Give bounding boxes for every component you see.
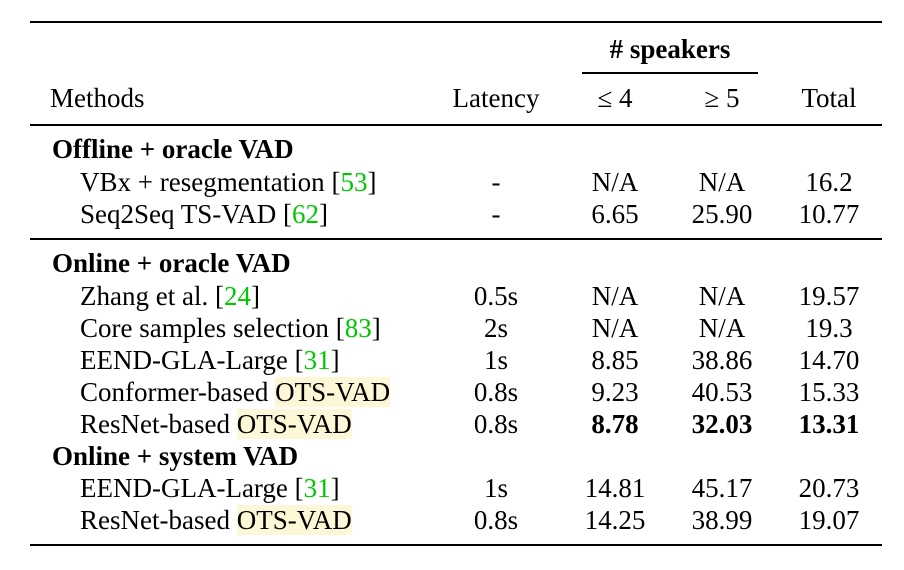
- ge5-cell: 45.17: [691, 473, 753, 503]
- method-name: Seq2Seq TS-VAD [62]: [80, 199, 329, 229]
- le4-cell: N/A: [591, 167, 639, 197]
- section-title: Offline + oracle VAD: [52, 134, 294, 164]
- speakers-group-rule: [582, 72, 758, 74]
- ge5-cell: 38.99: [691, 505, 753, 535]
- citation-link[interactable]: 53: [340, 167, 368, 197]
- section-rule: [30, 238, 882, 240]
- total-cell: 15.33: [798, 377, 860, 407]
- latency-cell: 0.8s: [473, 505, 519, 535]
- le4-cell: 14.25: [584, 505, 646, 535]
- latency-cell: 1s: [483, 345, 509, 375]
- ge5-cell: 40.53: [691, 377, 753, 407]
- method-name: ResNet-based OTS-VAD: [80, 505, 352, 535]
- method-name: EEND-GLA-Large [31]: [80, 345, 340, 375]
- section-title: Online + oracle VAD: [52, 248, 291, 278]
- latency-cell: -: [491, 167, 501, 197]
- ge5-cell-best: 32.03: [691, 409, 753, 439]
- le4-cell: 14.81: [584, 473, 646, 503]
- total-cell: 20.73: [798, 473, 860, 503]
- section-title: Online + system VAD: [52, 441, 299, 471]
- ots-vad-highlight: OTS-VAD: [275, 377, 391, 407]
- speakers-le4-header: ≤ 4: [597, 83, 633, 113]
- speakers-ge5-header: ≥ 5: [704, 83, 740, 113]
- total-cell: 19.57: [798, 281, 860, 311]
- le4-cell: 9.23: [591, 377, 639, 407]
- total-cell: 19.07: [798, 505, 860, 535]
- citation-link[interactable]: 83: [344, 313, 372, 343]
- le4-cell-best: 8.78: [591, 409, 639, 439]
- latency-cell: -: [491, 199, 501, 229]
- speakers-group-header: # speakers: [609, 34, 731, 64]
- latency-cell: 1s: [483, 473, 509, 503]
- citation-link[interactable]: 31: [303, 345, 331, 375]
- header-rule: [30, 124, 882, 126]
- latency-cell: 0.8s: [473, 377, 519, 407]
- citation-link[interactable]: 31: [303, 473, 331, 503]
- methods-header: Methods: [50, 83, 145, 113]
- total-cell: 10.77: [798, 199, 860, 229]
- latency-cell: 2s: [483, 313, 509, 343]
- le4-cell: N/A: [591, 281, 639, 311]
- bottom-rule: [30, 544, 882, 546]
- latency-header: Latency: [452, 83, 540, 113]
- method-name: EEND-GLA-Large [31]: [80, 473, 340, 503]
- le4-cell: N/A: [591, 313, 639, 343]
- ots-vad-highlight: OTS-VAD: [236, 505, 352, 535]
- method-name: VBx + resegmentation [53]: [80, 167, 377, 197]
- total-cell: 19.3: [805, 313, 853, 343]
- total-cell: 14.70: [798, 345, 860, 375]
- method-name: ResNet-based OTS-VAD: [80, 409, 352, 439]
- le4-cell: 8.85: [591, 345, 639, 375]
- top-rule: [30, 21, 882, 23]
- latency-cell: 0.8s: [473, 409, 519, 439]
- ge5-cell: N/A: [698, 313, 746, 343]
- method-name: Conformer-based OTS-VAD: [80, 377, 391, 407]
- ge5-cell: N/A: [698, 167, 746, 197]
- latency-cell: 0.5s: [473, 281, 519, 311]
- le4-cell: 6.65: [591, 199, 639, 229]
- method-name: Zhang et al. [24]: [80, 281, 260, 311]
- citation-link[interactable]: 24: [223, 281, 251, 311]
- total-cell: 16.2: [805, 167, 853, 197]
- method-name: Core samples selection [83]: [80, 313, 381, 343]
- ge5-cell: 25.90: [691, 199, 753, 229]
- ge5-cell: 38.86: [691, 345, 753, 375]
- citation-link[interactable]: 62: [292, 199, 320, 229]
- total-cell-best: 13.31: [798, 409, 860, 439]
- ge5-cell: N/A: [698, 281, 746, 311]
- ots-vad-highlight: OTS-VAD: [236, 409, 352, 439]
- total-header: Total: [801, 83, 857, 113]
